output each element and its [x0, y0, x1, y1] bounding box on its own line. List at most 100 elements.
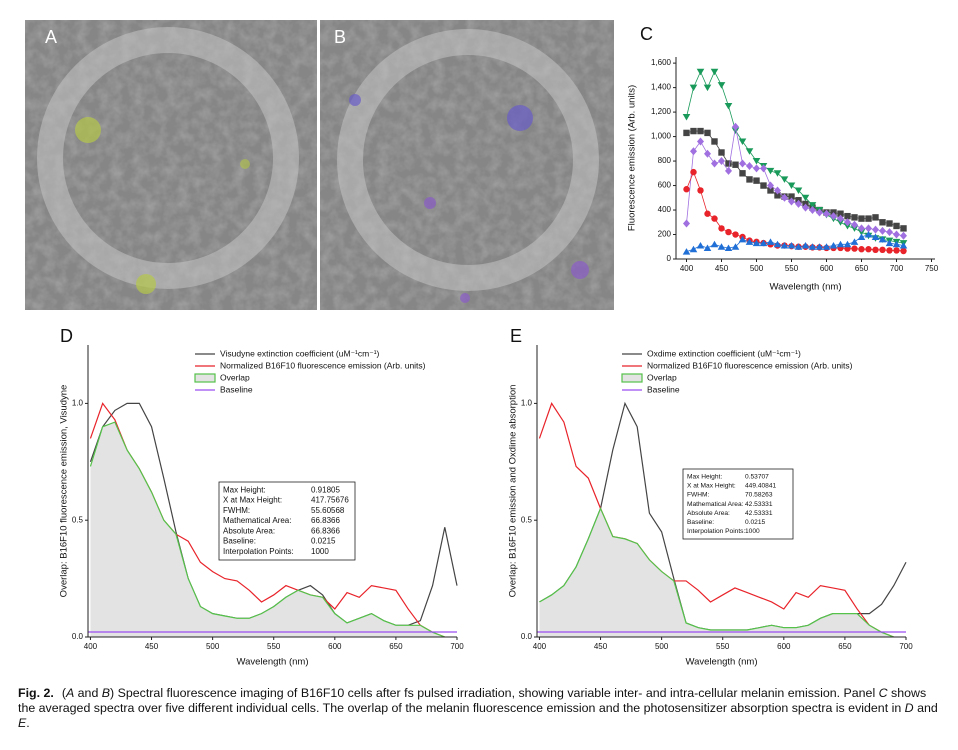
marker	[773, 240, 782, 248]
marker	[697, 187, 704, 194]
marker	[802, 203, 809, 212]
y-tick-label: 1,600	[651, 58, 672, 67]
y-tick-label: 1,000	[651, 132, 672, 141]
stats-label: Baseline:	[687, 519, 714, 526]
stats-label: FWHM:	[687, 492, 710, 499]
y-tick-label: 0.0	[72, 632, 84, 641]
caption-text: B	[101, 686, 111, 700]
series-line	[686, 130, 904, 229]
y-axis-title: Overlap: B16F10 fluorescence emission, V…	[59, 385, 70, 598]
panel-label: E	[510, 326, 522, 346]
legend-label: Baseline	[220, 384, 253, 394]
marker	[844, 212, 851, 220]
x-tick-label: 600	[328, 642, 342, 651]
stats-label: X at Max Height:	[687, 482, 736, 489]
marker	[788, 197, 795, 206]
marker	[893, 230, 900, 239]
series-line	[539, 506, 894, 638]
marker	[886, 228, 893, 237]
marker	[746, 176, 753, 183]
marker	[822, 243, 831, 250]
marker	[732, 122, 739, 131]
marker	[710, 240, 719, 248]
stats-value: 42.53331	[745, 510, 773, 517]
marker	[711, 138, 718, 145]
marker	[878, 235, 887, 243]
caption-text: shows the averaged spectra over five dif…	[18, 686, 927, 715]
y-tick-label: 0.0	[521, 632, 533, 641]
y-tick-label: 600	[658, 181, 672, 190]
legend-label: Overlap	[220, 372, 250, 382]
marker	[900, 231, 907, 240]
series-line	[686, 170, 904, 252]
marker	[836, 240, 845, 248]
marker	[710, 68, 719, 76]
marker	[738, 138, 747, 145]
marker	[858, 246, 865, 253]
legend-label: Visudyne extinction coefficient (uM⁻¹cm⁻…	[220, 348, 380, 358]
marker	[718, 225, 725, 232]
stats-value: 0.0215	[745, 519, 766, 526]
micrograph-b: B	[320, 20, 614, 310]
y-tick-label: 1.0	[72, 399, 84, 408]
marker	[703, 244, 712, 251]
marker	[760, 164, 767, 173]
stats-value: 55.60568	[311, 506, 345, 515]
marker	[900, 247, 907, 255]
marker	[816, 208, 823, 217]
x-tick-label: 500	[750, 264, 764, 273]
marker	[683, 129, 690, 137]
stats-value: 70.58263	[745, 492, 773, 499]
marker	[872, 225, 879, 234]
marker	[746, 161, 753, 170]
stats-label: Max Height:	[223, 485, 266, 494]
y-tick-label: 0.5	[72, 515, 84, 524]
caption-text: (	[61, 686, 66, 700]
marker	[801, 242, 810, 249]
marker	[774, 192, 781, 199]
marker	[900, 225, 907, 232]
stats-value: 1000	[745, 528, 760, 535]
overlap-area	[90, 422, 445, 637]
y-axis-title: Overlap: B16F10 emission and Oxdime abso…	[508, 385, 519, 598]
y-tick-label: 400	[658, 205, 672, 214]
marker	[843, 240, 852, 248]
stats-label: Interpolation Points:	[223, 547, 294, 556]
marker	[683, 186, 690, 193]
figure-graphics: A B C 400 450 500 550 600 650 700 750 0 200 400 600 8…	[25, 20, 939, 668]
y-tick-label: 1,200	[651, 107, 672, 116]
marker	[830, 212, 837, 221]
caption-text: C	[878, 686, 888, 700]
caption-text: E	[18, 716, 27, 730]
marker	[738, 235, 747, 243]
marker	[794, 187, 803, 194]
marker	[850, 238, 859, 245]
x-tick-label: 650	[838, 642, 852, 651]
marker	[879, 226, 886, 235]
marker	[851, 220, 858, 229]
x-tick-label: 450	[715, 264, 729, 273]
x-tick-label: 450	[145, 642, 159, 651]
marker	[739, 170, 746, 177]
marker	[725, 160, 732, 167]
stats-label: Mathematical Area:	[223, 516, 291, 525]
marker	[787, 242, 796, 249]
marker	[690, 127, 697, 135]
marker	[809, 206, 816, 215]
y-tick-label: 200	[658, 230, 672, 239]
panel-label: D	[60, 326, 73, 346]
stats-box	[682, 468, 794, 540]
marker	[879, 246, 886, 254]
marker	[711, 215, 718, 222]
marker	[717, 243, 726, 250]
marker	[774, 186, 781, 195]
y-tick-label: 0.5	[521, 515, 533, 524]
stats-value: 0.0215	[311, 537, 336, 546]
y-tick-label: 1.0	[521, 399, 533, 408]
stats-label: Interpolation Points:	[687, 528, 745, 535]
series-line	[538, 402, 894, 638]
stats-value: 66.8366	[311, 526, 340, 535]
marker	[732, 231, 739, 238]
marker	[864, 231, 873, 238]
marker	[696, 242, 705, 249]
